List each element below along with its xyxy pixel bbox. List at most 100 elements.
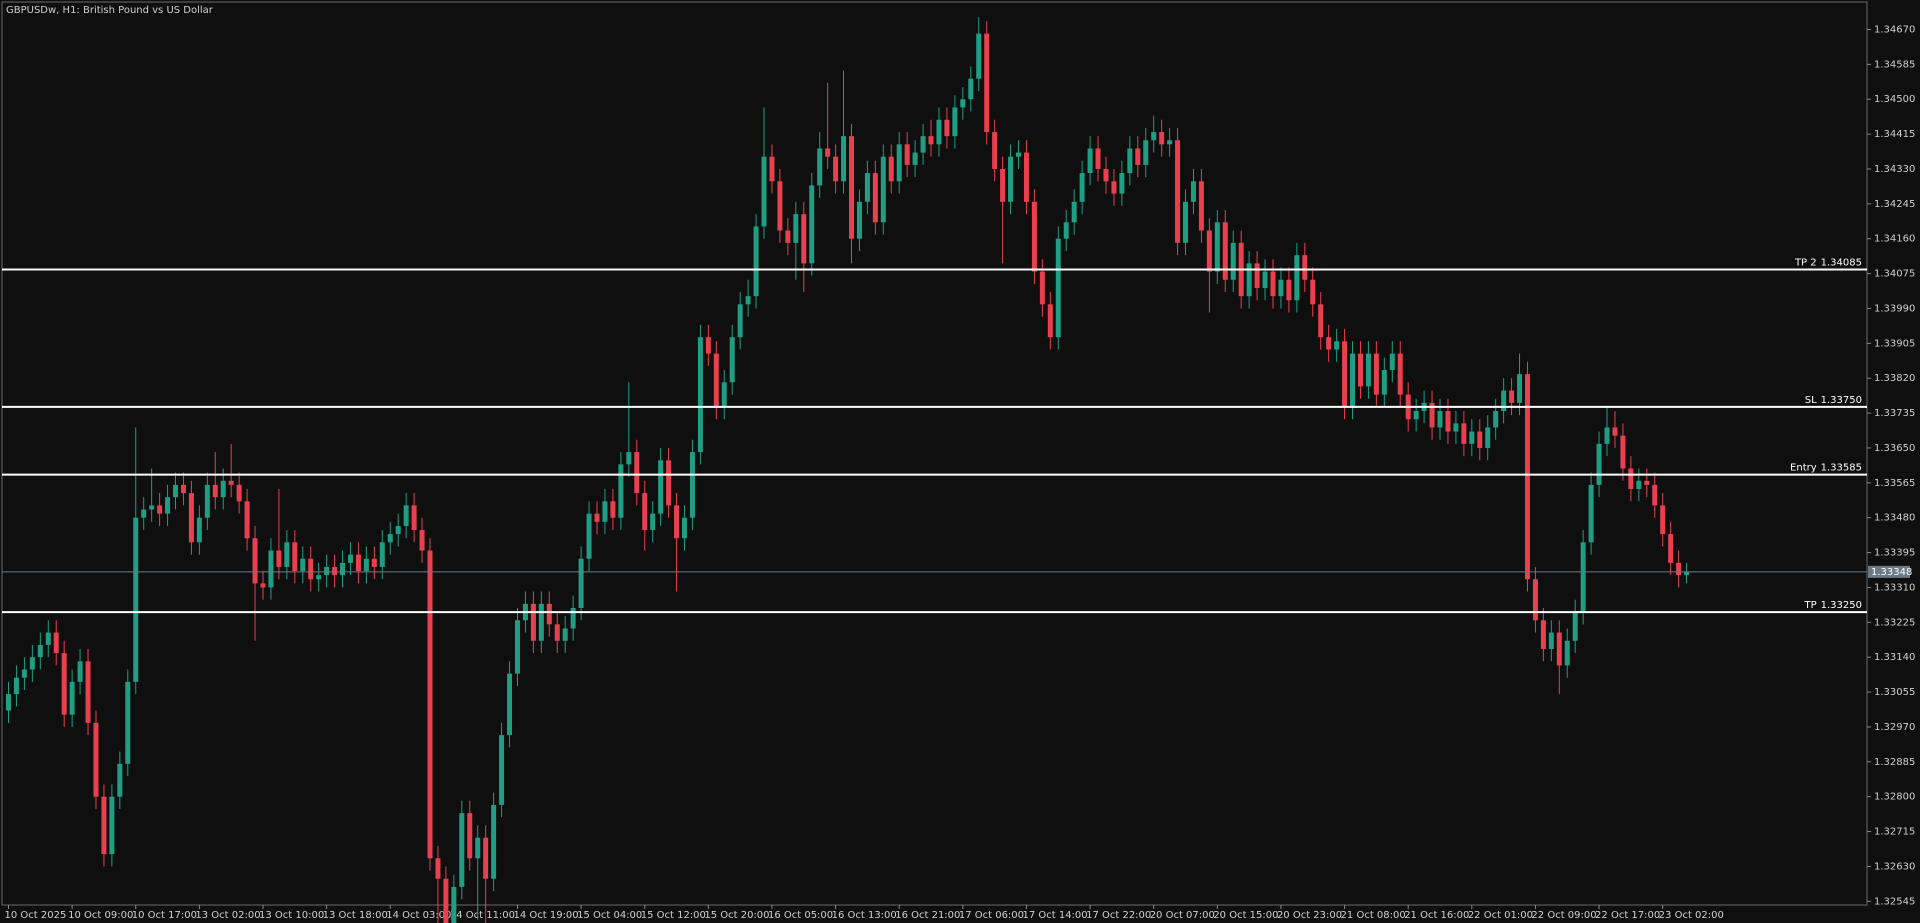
candle-body — [1604, 427, 1610, 444]
x-tick-label: 13 Oct 10:00 — [259, 910, 324, 921]
candle-body — [634, 452, 640, 494]
candle-body — [785, 230, 791, 243]
candle-body — [1357, 353, 1363, 387]
candle-body — [1524, 374, 1530, 580]
candle-body — [1286, 279, 1292, 301]
candle-body — [212, 484, 218, 498]
candle-body — [1644, 480, 1650, 485]
candle-body — [244, 501, 250, 539]
x-tick-label: 21 Oct 08:00 — [1341, 910, 1406, 921]
candle-body — [491, 804, 497, 879]
candle-body — [459, 813, 465, 887]
candle-body — [149, 505, 155, 510]
candle-body — [594, 513, 600, 522]
candle-body — [1119, 173, 1125, 194]
candle-body — [546, 603, 552, 625]
candle-body — [77, 661, 83, 682]
candle-body — [443, 878, 449, 923]
candle-body — [1620, 435, 1626, 469]
candle-body — [1103, 168, 1109, 182]
candle-body — [992, 132, 998, 169]
candle-body — [1262, 271, 1268, 288]
level-label: Entry 1.33585 — [1790, 463, 1862, 474]
candle-body — [681, 517, 687, 539]
candle-body — [1079, 173, 1085, 202]
x-tick-label: 16 Oct 13:00 — [832, 910, 897, 921]
candle-body — [841, 136, 847, 182]
candle-body — [658, 460, 664, 514]
candle-body — [268, 550, 274, 588]
candle-body — [904, 144, 910, 165]
candle-body — [1111, 181, 1117, 194]
candle-body — [666, 460, 672, 506]
candle-body — [1437, 411, 1443, 428]
candle-body — [1588, 484, 1594, 543]
candle-body — [371, 558, 377, 567]
candle-body — [1477, 431, 1483, 448]
level-name: SL — [1805, 395, 1817, 406]
candle-body — [1453, 423, 1459, 432]
level-value: 1.34085 — [1821, 257, 1862, 268]
candle-body — [936, 119, 942, 145]
candle-body — [1413, 411, 1419, 420]
candle-body — [1660, 505, 1666, 535]
y-tick-label: 1.34245 — [1874, 199, 1915, 210]
candle-body — [37, 644, 43, 658]
x-tick-label: 21 Oct 16:00 — [1404, 910, 1469, 921]
candle-body — [1246, 263, 1252, 297]
candle-body — [729, 337, 735, 383]
candle-body — [1135, 148, 1141, 165]
candle-body — [1556, 632, 1562, 666]
candle-body — [101, 796, 107, 855]
x-tick-label: 17 Oct 06:00 — [959, 910, 1024, 921]
candle-body — [761, 156, 767, 227]
y-tick-label: 1.33395 — [1874, 548, 1915, 559]
candle-body — [1016, 152, 1022, 157]
x-tick-label: 20 Oct 15:00 — [1213, 910, 1278, 921]
candle-body — [292, 542, 298, 572]
x-tick-label: 16 Oct 21:00 — [895, 910, 960, 921]
x-tick-label: 20 Oct 23:00 — [1277, 910, 1342, 921]
candle-body — [538, 603, 544, 641]
chart-title: GBPUSDw, H1: British Pound vs US Dollar — [6, 5, 214, 16]
candle-body — [69, 681, 75, 715]
candle-body — [1087, 148, 1093, 174]
candle-body — [1023, 152, 1029, 202]
candle-body — [1564, 640, 1570, 666]
candle-body — [1596, 443, 1602, 485]
candle-body — [1183, 201, 1189, 243]
candle-body — [570, 607, 576, 629]
candle-body — [1334, 341, 1340, 350]
candle-body — [1000, 168, 1006, 202]
candle-body — [403, 505, 409, 526]
candle-body — [1381, 370, 1387, 395]
candle-body — [29, 657, 35, 670]
candle-body — [578, 558, 584, 608]
candle-body — [228, 480, 234, 485]
candle-body — [1580, 542, 1586, 613]
candle-body — [355, 554, 361, 572]
candle-body — [976, 33, 982, 79]
x-tick-label: 14 Oct 03:00 — [386, 910, 451, 921]
candle-body — [753, 226, 759, 297]
candle-body — [308, 558, 314, 580]
candle-body — [1668, 534, 1674, 563]
candle-body — [1350, 353, 1356, 407]
candle-body — [196, 517, 202, 543]
candle-body — [1302, 255, 1308, 280]
candle-body — [1342, 341, 1348, 407]
candle-body — [347, 554, 353, 563]
x-tick-label: 10 Oct 2025 — [5, 910, 67, 921]
candle-body — [1055, 238, 1061, 338]
candle-body — [21, 669, 27, 678]
candle-body — [387, 534, 393, 543]
y-tick-label: 1.32800 — [1874, 792, 1915, 803]
level-value: 1.33250 — [1821, 600, 1862, 611]
candle-body — [363, 558, 369, 572]
candle-body — [1684, 571, 1690, 576]
candle-body — [793, 214, 799, 243]
candle-body — [777, 181, 783, 231]
candle-body — [530, 603, 536, 641]
level-value: 1.33585 — [1821, 463, 1862, 474]
candle-body — [284, 542, 290, 567]
